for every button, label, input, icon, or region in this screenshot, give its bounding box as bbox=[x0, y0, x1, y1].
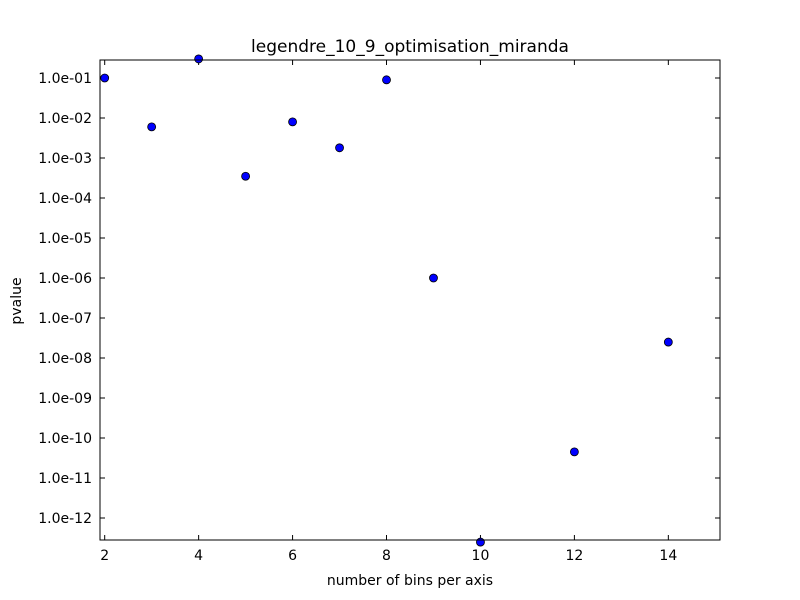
data-point bbox=[382, 75, 391, 85]
plot-frame bbox=[99, 59, 721, 541]
y-tick-label: 1.0e-04 bbox=[38, 191, 92, 207]
x-tick-label: 14 bbox=[659, 548, 677, 564]
data-point bbox=[476, 537, 485, 547]
x-tick-label: 10 bbox=[472, 548, 490, 564]
data-point bbox=[663, 337, 673, 347]
y-tick-label: 1.0e-05 bbox=[38, 231, 92, 247]
data-point bbox=[100, 73, 110, 83]
y-tick-label: 1.0e-10 bbox=[38, 431, 92, 447]
data-point bbox=[194, 54, 204, 64]
data-point bbox=[335, 143, 344, 153]
y-tick-label: 1.0e-09 bbox=[38, 391, 92, 407]
y-tick-label: 1.0e-01 bbox=[38, 71, 92, 87]
x-axis-label: number of bins per axis bbox=[327, 573, 493, 589]
y-axis-label: pvalue bbox=[9, 277, 25, 324]
x-tick-label: 12 bbox=[565, 548, 583, 564]
x-tick-label: 2 bbox=[100, 548, 109, 564]
y-tick-label: 1.0e-03 bbox=[38, 151, 92, 167]
chart-title: legendre_10_9_optimisation_miranda bbox=[251, 37, 569, 57]
y-tick-label: 1.0e-08 bbox=[38, 351, 92, 367]
x-tick-label: 6 bbox=[288, 548, 297, 564]
y-tick-label: 1.0e-07 bbox=[38, 311, 92, 327]
data-points bbox=[100, 54, 673, 547]
data-point bbox=[241, 171, 251, 181]
x-tick-label: 4 bbox=[194, 548, 203, 564]
y-tick-label: 1.0e-12 bbox=[38, 511, 92, 527]
y-tick-label: 1.0e-11 bbox=[38, 471, 92, 487]
data-point bbox=[147, 122, 157, 132]
data-point bbox=[429, 273, 438, 283]
data-point bbox=[288, 117, 297, 127]
axis-ticks: 2 4 6 8 10 12 14 1.0e-01 1.0e-02 1.0e-03 1.0e-04 1.… bbox=[38, 60, 720, 564]
data-point bbox=[569, 447, 579, 457]
x-tick-label: 8 bbox=[382, 548, 391, 564]
y-tick-label: 1.0e-06 bbox=[38, 271, 92, 287]
y-tick-label: 1.0e-02 bbox=[38, 111, 92, 127]
